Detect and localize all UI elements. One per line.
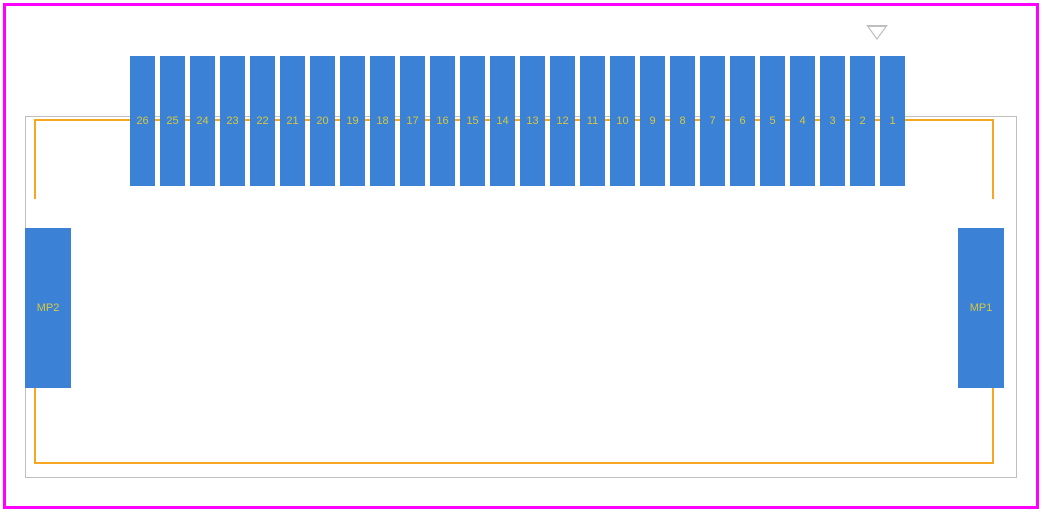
pad-11: 11 [580,56,605,186]
pad-24: 24 [190,56,215,186]
pad-3: 3 [820,56,845,186]
pad-label: 1 [889,115,895,127]
pad-label: 4 [799,115,805,127]
pad-mp2: MP2 [25,228,71,388]
pad-4: 4 [790,56,815,186]
pad-19: 19 [340,56,365,186]
pad-label: 7 [709,115,715,127]
footprint-diagram: 1234567891011121314151617181920212223242… [0,0,1042,512]
pad-13: 13 [520,56,545,186]
pad-label: 3 [829,115,835,127]
pad-9: 9 [640,56,665,186]
pad-label: 17 [406,115,418,127]
pad-label: 25 [166,115,178,127]
pad-label: 21 [286,115,298,127]
pad-16: 16 [430,56,455,186]
pad-6: 6 [730,56,755,186]
pad-10: 10 [610,56,635,186]
pad-label: 5 [769,115,775,127]
pad-label: 10 [616,115,628,127]
pad-label: 2 [859,115,865,127]
pad-26: 26 [130,56,155,186]
pad-15: 15 [460,56,485,186]
pad-label: 12 [556,115,568,127]
pad-label: 19 [346,115,358,127]
pad-14: 14 [490,56,515,186]
pad-label: MP2 [37,302,60,314]
pad-label: 26 [136,115,148,127]
pad-label: 24 [196,115,208,127]
pad-label: 14 [496,115,508,127]
pad-22: 22 [250,56,275,186]
outline-segment [34,119,36,199]
pad-label: 6 [739,115,745,127]
outline-segment [992,382,994,464]
pad-7: 7 [700,56,725,186]
pad-12: 12 [550,56,575,186]
pad-label: 8 [679,115,685,127]
pad-label: 11 [587,115,598,127]
pad-label: 15 [466,115,478,127]
pad-1: 1 [880,56,905,186]
pad-label: 16 [436,115,448,127]
outline-segment [34,462,994,464]
pad-23: 23 [220,56,245,186]
pad-17: 17 [400,56,425,186]
pad-18: 18 [370,56,395,186]
pad-label: MP1 [970,302,993,314]
outline-segment [992,119,994,199]
pin1-marker-icon [866,25,888,40]
pad-5: 5 [760,56,785,186]
pad-label: 18 [376,115,388,127]
pad-21: 21 [280,56,305,186]
outline-segment [34,382,36,464]
pad-label: 23 [226,115,238,127]
pad-label: 22 [256,115,268,127]
pad-label: 13 [526,115,538,127]
pad-8: 8 [670,56,695,186]
pad-label: 9 [649,115,655,127]
pad-label: 20 [316,115,328,127]
pad-20: 20 [310,56,335,186]
pad-2: 2 [850,56,875,186]
pad-25: 25 [160,56,185,186]
pad-mp1: MP1 [958,228,1004,388]
